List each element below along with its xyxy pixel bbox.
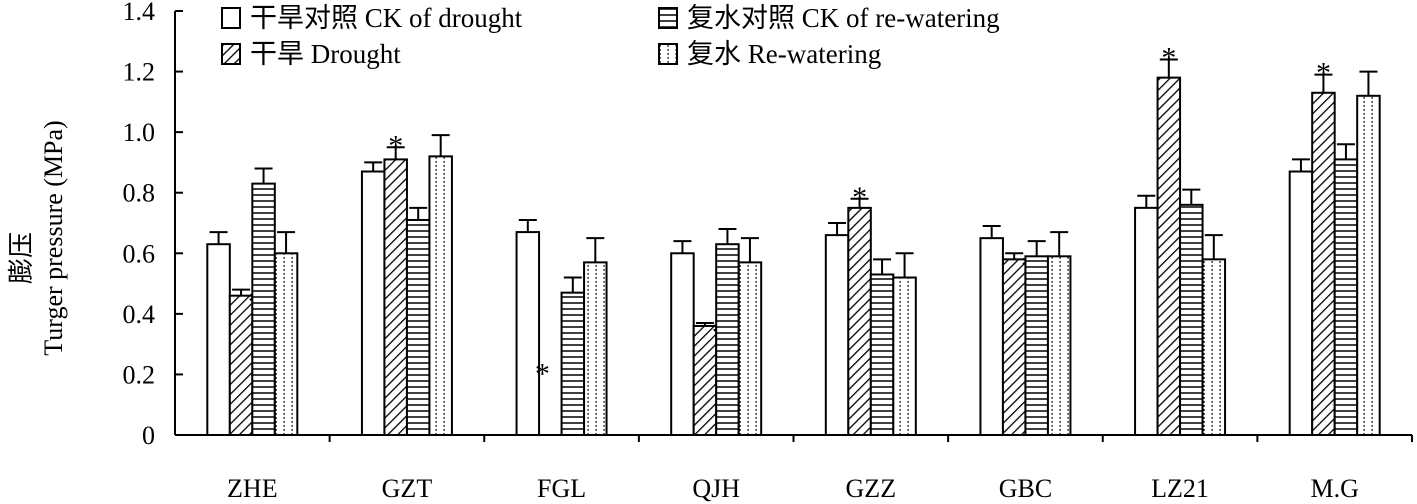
bar (251, 182, 276, 436)
x-tick-label: LZ21 (1151, 474, 1209, 503)
y-tick-label: 1.0 (123, 118, 156, 147)
y-tick-label: 0.4 (123, 300, 156, 329)
x-tick-label: GZZ (846, 474, 897, 503)
bar (405, 218, 431, 436)
y-tick-label: 0.6 (123, 239, 156, 268)
bar (824, 234, 850, 436)
significance-mark: * (852, 181, 867, 214)
legend-swatch (221, 7, 241, 29)
bar (515, 231, 541, 436)
bar (1156, 76, 1182, 436)
significance-mark: * (1161, 41, 1176, 74)
bar (1024, 255, 1049, 437)
bar (1311, 91, 1336, 437)
significance-mark: * (535, 357, 550, 390)
y-tick-label: 0.8 (123, 179, 156, 208)
bar (206, 243, 231, 436)
bar (1001, 258, 1027, 437)
bar (273, 252, 299, 436)
bar (1356, 94, 1381, 437)
bar (869, 273, 895, 436)
bar (560, 291, 586, 436)
bar (847, 206, 872, 436)
bar (715, 243, 740, 436)
x-tick-label: QJH (692, 474, 740, 503)
bar (383, 158, 408, 436)
legend-label: 干旱对照 CK of drought (250, 3, 523, 33)
y-axis-label-cn: 膨压 (7, 232, 36, 284)
y-tick-label: 1.2 (123, 58, 156, 87)
y-tick-label: 0.2 (123, 360, 156, 389)
y-tick-label: 1.4 (123, 0, 156, 26)
x-tick-label: ZHE (227, 474, 278, 503)
bar (1179, 203, 1204, 436)
y-axis-label: Turger pressure (MPa) (39, 120, 68, 355)
significance-mark: * (388, 129, 403, 162)
legend-label: 复水对照 CK of re-watering (687, 3, 1000, 33)
bar (979, 237, 1004, 436)
y-tick-label: 0 (142, 421, 155, 450)
bar (670, 252, 695, 436)
bar (892, 276, 917, 436)
bar (360, 170, 386, 436)
legend: 干旱对照 CK of drought 干旱 Drought 复水对照 CK of r… (221, 3, 1000, 69)
x-tick-label: FGL (537, 474, 586, 503)
x-tick-label: GZT (382, 474, 433, 503)
axes: 0 0.2 0.4 0.6 0.8 1.0 1.2 1.4 ZHE GZT FGL QJH GZZ GBC… (123, 0, 1413, 503)
significance-mark: * (1316, 57, 1331, 90)
bar (737, 261, 763, 436)
x-tick-label: GBC (999, 474, 1052, 503)
bar (1134, 206, 1159, 436)
bar (583, 261, 608, 436)
bars: ******** (206, 41, 1381, 437)
bar (1333, 158, 1359, 436)
legend-swatch (658, 7, 678, 29)
x-tick-label: M.G (1310, 474, 1358, 503)
legend-swatch (221, 43, 241, 65)
bar (1288, 170, 1314, 436)
legend-swatch (658, 43, 678, 65)
bar (428, 155, 453, 436)
bar (1046, 255, 1072, 437)
bar (1201, 258, 1227, 437)
legend-label: 复水 Re-watering (687, 39, 881, 69)
legend-label: 干旱 Drought (250, 39, 401, 69)
